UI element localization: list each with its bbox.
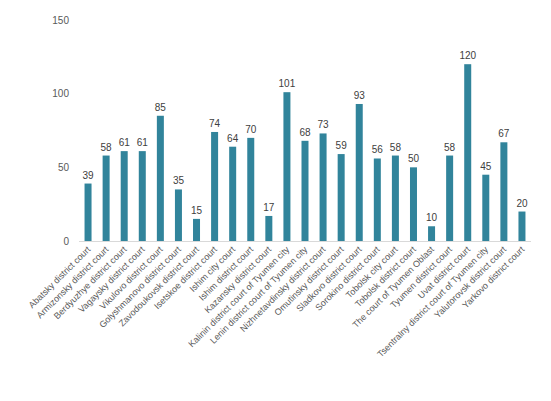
data-label: 64 [227, 133, 239, 144]
data-label: 85 [155, 102, 167, 113]
bar [103, 156, 110, 241]
y-tick-label: 100 [52, 88, 69, 99]
data-label: 68 [299, 127, 311, 138]
bar [139, 151, 146, 241]
data-label: 120 [459, 50, 476, 61]
bar [85, 184, 92, 241]
data-label: 39 [82, 170, 94, 181]
bar [446, 156, 453, 241]
bar [428, 226, 435, 241]
data-label: 15 [191, 205, 203, 216]
data-label: 58 [390, 142, 402, 153]
data-label: 93 [354, 90, 366, 101]
data-label: 20 [516, 198, 528, 209]
x-labels: Abatsky district courtArmizonsky distric… [27, 244, 527, 359]
bar [247, 138, 254, 241]
data-label: 73 [318, 119, 330, 130]
data-label: 67 [498, 128, 510, 139]
bar [356, 104, 363, 241]
x-axis-line [79, 241, 531, 242]
chart-svg: 0 50 100 150 39 58 61 61 85 35 15 74 64 70 17 101 68 73 59… [0, 0, 551, 401]
bar [338, 154, 345, 241]
y-tick-label: 150 [52, 15, 69, 26]
x-tick-label: Omutinsky district court [272, 244, 346, 318]
background [0, 0, 551, 401]
data-label: 61 [137, 137, 149, 148]
data-label: 58 [444, 142, 456, 153]
data-labels: 39 58 61 61 85 35 15 74 64 70 17 101 68 73 59 93 56 58 50 1… [82, 50, 527, 223]
data-label: 74 [209, 118, 221, 129]
data-label: 17 [263, 202, 275, 213]
data-label: 45 [480, 161, 492, 172]
bar [193, 219, 200, 241]
y-tick-label: 0 [63, 236, 69, 247]
data-label: 50 [408, 153, 420, 164]
bar [121, 151, 128, 241]
bars [85, 64, 526, 241]
bar [518, 212, 525, 241]
chart-container: 0 50 100 150 39 58 61 61 85 35 15 74 64 70 17 101 68 73 59… [0, 0, 551, 401]
bar [500, 142, 507, 241]
bar [464, 64, 471, 241]
bar [374, 158, 381, 241]
x-tick-label: Yarkovo district court [460, 244, 526, 310]
data-label: 56 [372, 144, 384, 155]
bar [482, 175, 489, 241]
data-label: 59 [336, 140, 348, 151]
bar [392, 156, 399, 241]
data-label: 35 [173, 175, 185, 186]
bar [157, 116, 164, 241]
data-label: 101 [279, 78, 296, 89]
bar [265, 216, 272, 241]
bar [410, 167, 417, 241]
bar [175, 189, 182, 241]
bar [229, 147, 236, 241]
y-tick-label: 50 [58, 162, 70, 173]
bar [302, 141, 309, 241]
x-tick-label: Yalutorovsk district court [432, 244, 508, 320]
bar [211, 132, 218, 241]
bar [283, 92, 290, 241]
data-label: 10 [426, 212, 438, 223]
data-label: 58 [101, 142, 113, 153]
data-label: 70 [245, 124, 257, 135]
bar [320, 133, 327, 241]
x-tick-label: Armizonsky district court [34, 244, 110, 320]
data-label: 61 [119, 137, 131, 148]
